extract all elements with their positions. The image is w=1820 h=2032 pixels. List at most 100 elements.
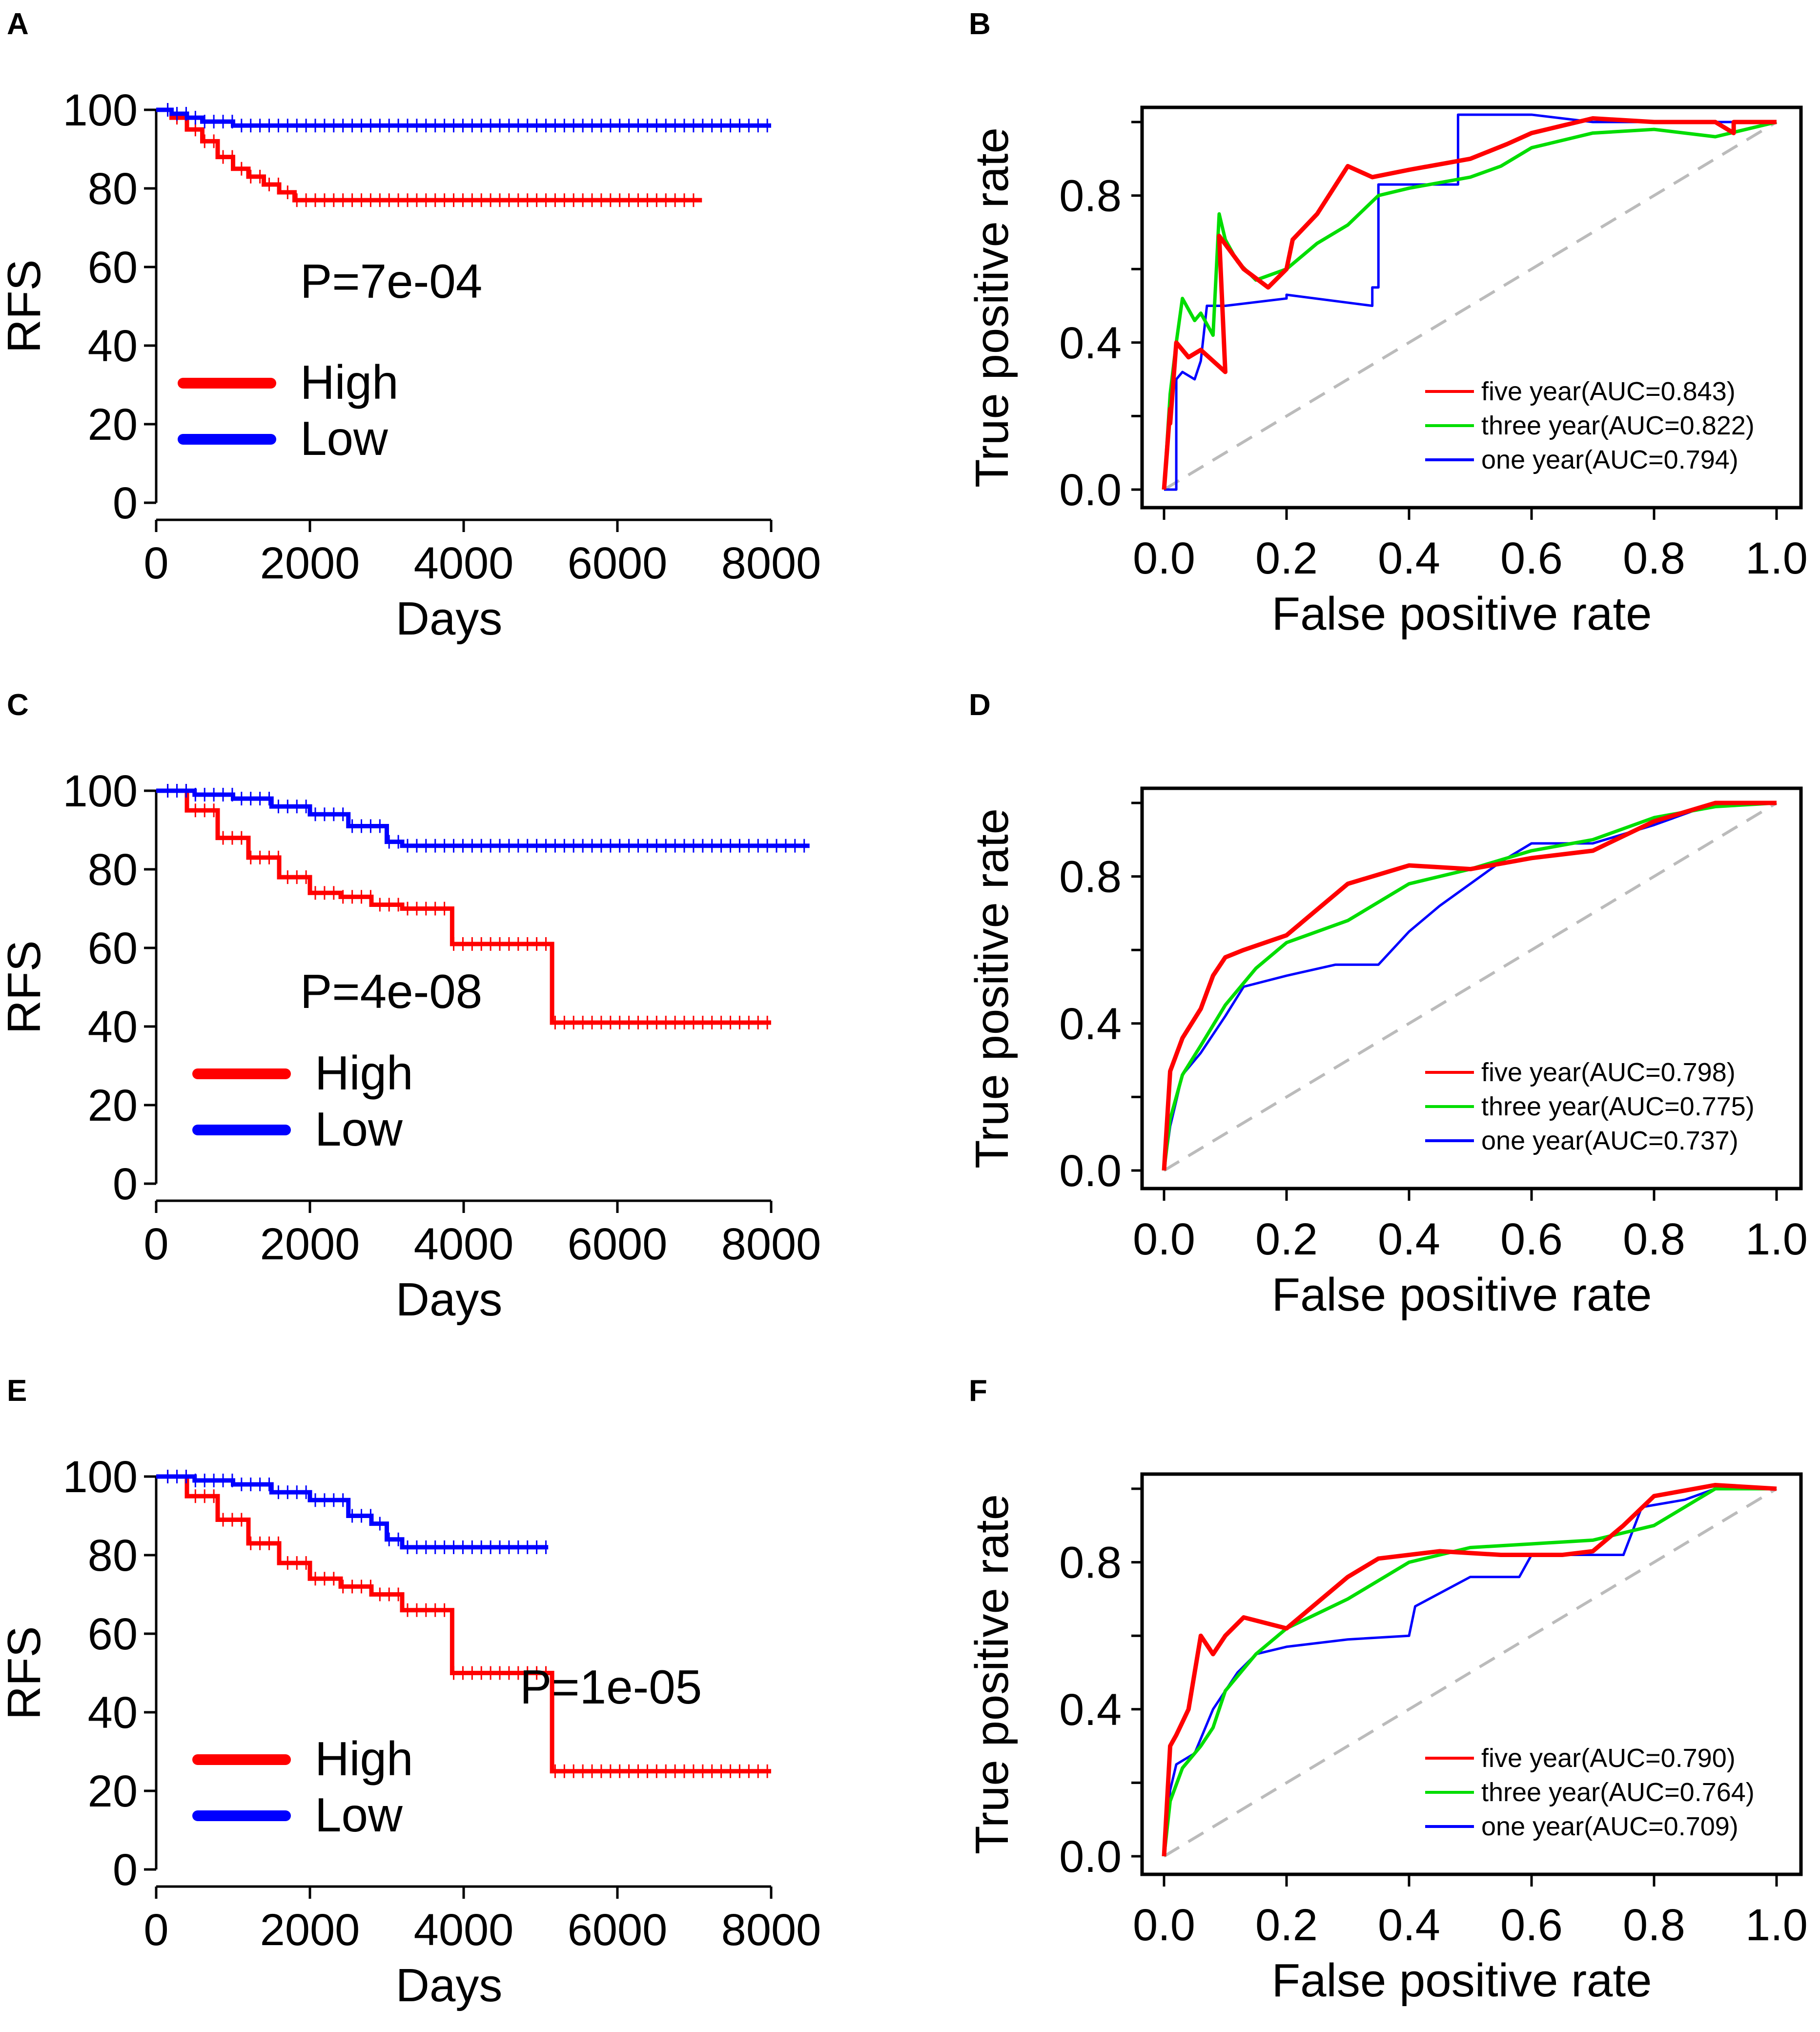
- roc-series-five-year: [1162, 116, 1777, 490]
- reference-diagonal: [1163, 1487, 1778, 1858]
- x-tick-label: 8000: [721, 1219, 821, 1269]
- x-tick-label: 0.0: [1133, 534, 1195, 583]
- y-axis-title: RFS: [0, 941, 50, 1034]
- x-tick-label: 0.2: [1255, 1900, 1318, 1950]
- y-tick-label: 100: [63, 85, 138, 135]
- x-tick-label: 8000: [721, 538, 821, 588]
- panel-label: D: [969, 688, 991, 722]
- legend-label: three year(AUC=0.775): [1481, 1092, 1755, 1121]
- roc-series-one-year: [1164, 113, 1777, 491]
- roc-series-three-year: [1162, 120, 1777, 490]
- x-axis-title: False positive rate: [1271, 1269, 1652, 1321]
- legend: five year(AUC=0.798) three year(AUC=0.775…: [1425, 1058, 1755, 1155]
- x-tick-label: 0.4: [1378, 1214, 1440, 1264]
- panel-label: A: [7, 7, 29, 41]
- y-tick-label: 60: [88, 243, 138, 292]
- y-tick-label: 100: [63, 1452, 138, 1502]
- roc-panel-D: D 0.0 0.4 0.8 0.0 0.2 0.4 0.6 0.8 1.0 False positi…: [966, 688, 1808, 1321]
- x-tick-label: 6000: [568, 1219, 668, 1269]
- y-tick-label: 40: [88, 1688, 138, 1738]
- km-series-high: [156, 107, 702, 203]
- y-tick-label: 80: [88, 164, 138, 214]
- x-tick-label: 1.0: [1745, 534, 1808, 583]
- x-tick-label: 0: [143, 538, 168, 588]
- x-axis-title: False positive rate: [1271, 588, 1652, 640]
- y-tick-label: 80: [88, 1531, 138, 1580]
- panel-label: C: [7, 688, 29, 722]
- km-series-low: [156, 107, 771, 128]
- x-tick-label: 0.6: [1500, 534, 1563, 583]
- x-axis-title: False positive rate: [1271, 1954, 1652, 2007]
- x-tick-label: 6000: [568, 538, 668, 588]
- km-panel-A: A 0 20 40 60 80 100 0 2000 4000 6000 8000 Days RFS Hig…: [0, 7, 821, 645]
- roc-series-five-year: [1162, 800, 1777, 1171]
- x-tick-label: 2000: [260, 1219, 360, 1269]
- x-tick-label: 0: [143, 1219, 168, 1269]
- roc-series-one-year: [1163, 801, 1777, 1171]
- legend-label: five year(AUC=0.790): [1481, 1744, 1736, 1773]
- x-tick-label: 0.4: [1378, 1900, 1440, 1950]
- x-tick-label: 8000: [721, 1905, 821, 1955]
- x-tick-label: 1.0: [1745, 1900, 1808, 1950]
- plot-frame: [1140, 1472, 1803, 1876]
- y-tick-label: 80: [88, 845, 138, 895]
- km-series-low: [156, 1474, 549, 1550]
- km-panel-C: C 0 20 40 60 80 100 0 2000 4000 6000 8000 Days RFS Hig…: [0, 688, 821, 1326]
- y-tick-label: 60: [88, 924, 138, 973]
- y-tick-label: 0: [113, 1159, 138, 1209]
- x-tick-label: 2000: [260, 1905, 360, 1955]
- y-tick-label: 0.4: [1059, 999, 1122, 1049]
- legend-label-low: Low: [300, 411, 389, 465]
- x-tick-label: 4000: [414, 1905, 514, 1955]
- legend-label-high: High: [300, 355, 399, 409]
- y-tick-label: 20: [88, 1081, 138, 1130]
- legend-label: one year(AUC=0.709): [1481, 1812, 1738, 1841]
- y-tick-label: 100: [63, 766, 138, 816]
- y-tick-label: 60: [88, 1609, 138, 1659]
- legend-label: five year(AUC=0.843): [1481, 377, 1736, 406]
- x-tick-label: 0.8: [1623, 1900, 1685, 1950]
- reference-diagonal: [1163, 801, 1778, 1172]
- x-tick-label: 0.2: [1255, 534, 1318, 583]
- p-value: P=7e-04: [300, 254, 482, 308]
- y-tick-label: 0.0: [1059, 465, 1122, 515]
- x-tick-label: 4000: [414, 1219, 514, 1269]
- legend-label-high: High: [315, 1046, 413, 1100]
- y-axis-title: True positive rate: [966, 808, 1018, 1169]
- x-tick-label: 0.8: [1623, 1214, 1685, 1264]
- x-tick-label: 0: [143, 1905, 168, 1955]
- plot-frame: [1140, 105, 1803, 510]
- x-tick-label: 0.6: [1500, 1214, 1563, 1264]
- roc-panel-F: F 0.0 0.4 0.8 0.0 0.2 0.4 0.6 0.8 1.0 False positi…: [966, 1374, 1808, 2007]
- roc-panel-B: B 0.0 0.4 0.8 0.0 0.2 0.4 0.6 0.8 1.0 False positi…: [966, 7, 1808, 640]
- y-tick-label: 0.4: [1059, 1685, 1122, 1735]
- x-tick-label: 6000: [568, 1905, 668, 1955]
- y-tick-label: 0.8: [1059, 852, 1122, 902]
- roc-series-five-year: [1162, 1482, 1777, 1857]
- y-tick-label: 0: [113, 1845, 138, 1895]
- x-axis-title: Days: [396, 593, 503, 645]
- roc-series-three-year: [1162, 1487, 1777, 1857]
- legend: five year(AUC=0.790) three year(AUC=0.764…: [1425, 1744, 1755, 1841]
- y-axis-title: RFS: [0, 1626, 50, 1720]
- y-tick-label: 0.8: [1059, 1538, 1122, 1588]
- panel-label: E: [7, 1374, 27, 1408]
- plot-frame: [1140, 786, 1803, 1190]
- y-axis-title: True positive rate: [966, 1494, 1018, 1854]
- p-value: P=1e-05: [520, 1660, 702, 1714]
- legend: five year(AUC=0.843) three year(AUC=0.822…: [1425, 377, 1755, 474]
- roc-series-three-year: [1162, 801, 1777, 1171]
- legend-label: five year(AUC=0.798): [1481, 1058, 1736, 1087]
- legend-label-low: Low: [315, 1788, 403, 1842]
- km-series-low: [156, 788, 810, 848]
- y-tick-label: 40: [88, 321, 138, 371]
- x-tick-label: 4000: [414, 538, 514, 588]
- legend-label: one year(AUC=0.794): [1481, 445, 1738, 474]
- x-tick-label: 0.0: [1133, 1900, 1195, 1950]
- y-tick-label: 0: [113, 478, 138, 528]
- reference-diagonal: [1163, 121, 1778, 491]
